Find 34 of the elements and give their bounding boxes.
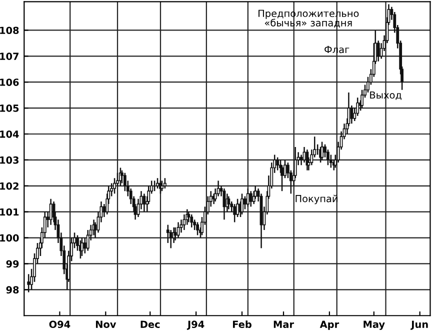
y-tick-label: 99 xyxy=(6,260,19,268)
candlestick xyxy=(244,196,246,210)
candlestick xyxy=(166,224,170,244)
x-tick-label: Feb xyxy=(232,320,252,328)
candlestick xyxy=(326,148,330,166)
y-tick-label: 108 xyxy=(0,26,19,34)
candlestick xyxy=(276,156,280,171)
candlestick xyxy=(163,177,166,190)
candlestick xyxy=(113,177,116,194)
y-tick-label: 101 xyxy=(0,208,19,216)
x-tick-label: J94 xyxy=(186,320,204,330)
x-tick-label: O94 xyxy=(49,320,70,328)
candlestick xyxy=(49,198,52,226)
x-tick-label: Dec xyxy=(140,320,160,328)
y-tick-label: 105 xyxy=(0,104,19,112)
candlestick xyxy=(236,198,240,218)
x-tick-label: Jun xyxy=(410,320,428,330)
candlestick xyxy=(86,229,90,252)
y-tick-label: 107 xyxy=(0,52,19,60)
x-tick-label: May xyxy=(364,320,385,330)
x-tick-label: Nov xyxy=(96,320,116,328)
y-tick-label: 102 xyxy=(0,182,18,190)
y-tick-label: 104 xyxy=(0,130,19,138)
y-tick-label: 100 xyxy=(0,234,19,242)
candlestick xyxy=(252,190,256,205)
y-tick-label: 103 xyxy=(0,156,19,164)
y-tick-label: 98 xyxy=(6,286,19,294)
x-tick-label: Mar xyxy=(274,320,294,328)
x-tick-label: Apr xyxy=(320,320,340,330)
candlestick xyxy=(142,193,146,212)
candlestick xyxy=(27,273,30,293)
candlestick xyxy=(246,188,250,208)
y-tick-label: 106 xyxy=(0,78,19,86)
candlestick xyxy=(233,203,236,223)
